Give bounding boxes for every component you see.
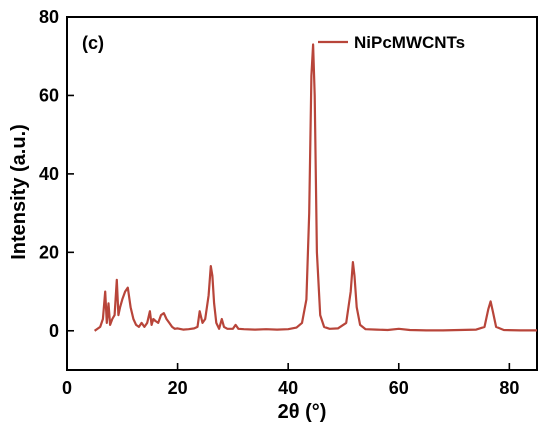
y-tick-label: 20 [39,242,59,262]
y-tick-label: 80 [39,7,59,27]
y-tick-label: 40 [39,164,59,184]
x-tick-label: 60 [389,378,409,398]
series-layer [93,43,537,332]
y-axis-ticks: 0 20 40 60 80 [39,7,74,341]
plot-frame [66,16,538,371]
legend: NiPcMWCNTs [318,33,465,52]
y-axis-title: Intensity (a.u.) [8,124,30,260]
y-tick-label: 60 [39,85,59,105]
x-tick-label: 20 [168,378,188,398]
x-tick-label: 40 [278,378,298,398]
legend-label: NiPcMWCNTs [354,33,465,52]
panel-label: (c) [82,33,104,53]
x-tick-label: 0 [62,378,72,398]
series-line-0 [93,43,537,332]
plot-area: 0 20 40 60 80 0 20 40 60 80 [39,7,538,398]
y-tick-label: 0 [49,321,59,341]
x-tick-label: 80 [499,378,519,398]
x-axis-ticks: 0 20 40 60 80 [62,363,519,398]
x-axis-title: 2θ (°) [278,401,327,423]
